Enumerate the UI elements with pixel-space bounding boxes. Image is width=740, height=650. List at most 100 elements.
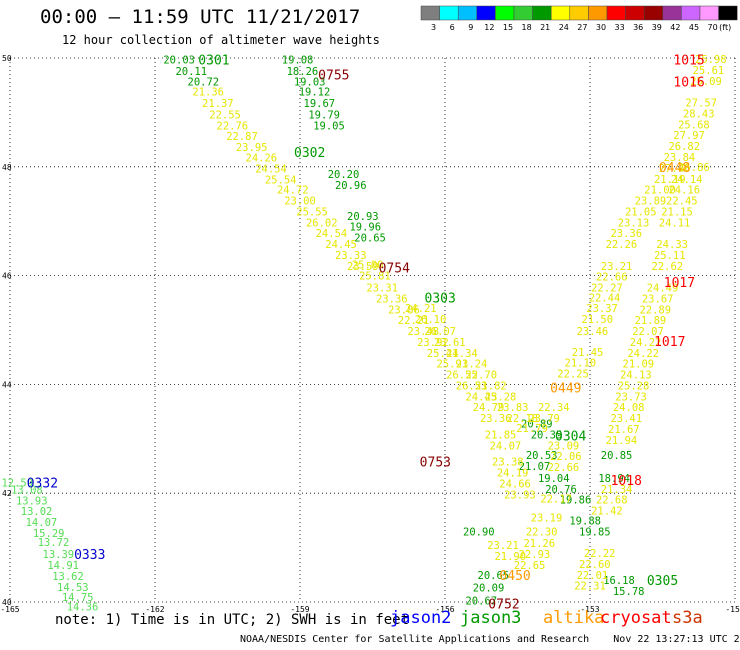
y-tick-label: 48 <box>2 163 12 172</box>
chart-subtitle: 12 hour collection of altimeter wave hei… <box>62 33 380 47</box>
wave-height-label: 23.79 <box>528 413 560 425</box>
wave-height-label: 21.90 <box>494 551 526 563</box>
wave-height-label: 19.96 <box>349 222 381 234</box>
wave-height-label: 19.12 <box>299 87 331 99</box>
colorbar-label: 18 <box>522 23 532 32</box>
wave-height-label: 23.31 <box>366 283 398 295</box>
wave-height-label: 22.34 <box>538 402 570 414</box>
wave-height-label: 23.61 <box>434 337 466 349</box>
wave-height-label: 13.93 <box>16 495 48 507</box>
colorbar-label: 33 <box>615 23 625 32</box>
pass-time-label: 0332 <box>27 476 58 491</box>
wave-height-label: 14.36 <box>67 601 99 613</box>
wave-height-label: 18.94 <box>598 473 630 485</box>
colorbar-label: 6 <box>450 23 455 32</box>
wave-height-label: 21.45 <box>572 347 604 359</box>
wave-height-label: 25.54 <box>265 174 297 186</box>
y-tick-label: 42 <box>2 489 12 498</box>
wave-height-label: 22.68 <box>596 495 628 507</box>
pass-time-label: 0754 <box>379 261 410 276</box>
legend-jason2: jason2 <box>390 608 452 628</box>
colorbar-bin <box>718 5 738 21</box>
wave-height-label: 23.28 <box>485 391 517 403</box>
colorbar-label: 27 <box>577 23 587 32</box>
footer-note: note: 1) Time is in UTC; 2) SWH is in fe… <box>55 612 410 628</box>
wave-height-label: 20.67 <box>465 595 497 607</box>
wave-height-label: 23.92 <box>417 337 449 349</box>
wave-height-label: 26.07 <box>424 326 456 338</box>
wave-height-label: 21.79 <box>516 423 548 435</box>
y-tick-label: 46 <box>2 272 12 281</box>
colorbar-label: 42 <box>670 23 680 32</box>
wave-height-label: 24.19 <box>497 468 529 480</box>
x-tick-label: -165 <box>0 605 19 614</box>
wave-height-label: 21.82 <box>475 380 507 392</box>
wave-height-label: 22.06 <box>550 451 582 463</box>
wave-height-label: 23.95 <box>236 142 268 154</box>
colorbar-label: 9 <box>468 23 473 32</box>
x-tick-label: -156 <box>435 605 454 614</box>
colorbar-bin <box>569 5 589 21</box>
wave-height-label: 25.09 <box>690 76 722 88</box>
wave-height-label: 23.24 <box>456 359 488 371</box>
wave-height-label: 25.28 <box>618 380 650 392</box>
wave-height-label: 23.21 <box>487 540 519 552</box>
colorbar-unit: (ft) <box>719 23 731 32</box>
wave-height-label: 22.17 <box>540 494 572 506</box>
legend-cryosat: cryosat <box>600 608 672 628</box>
wave-height-label: 19.79 <box>308 110 340 122</box>
wave-height-label: 21.50 <box>581 314 613 326</box>
wave-height-label: 20.89 <box>521 419 553 431</box>
colorbar-bin <box>606 5 626 21</box>
wave-height-label: 21.42 <box>591 506 623 518</box>
wave-height-label: 19.88 <box>569 515 601 527</box>
wave-height-label: 20.96 <box>335 180 367 192</box>
wave-height-label: 22.89 <box>639 304 671 316</box>
pass-time-label: 1018 <box>611 474 642 489</box>
wave-height-label: 27.46 <box>659 163 691 175</box>
wave-height-label: 21.26 <box>523 538 555 550</box>
wave-height-label: 26.86 <box>678 162 710 174</box>
wave-height-label: 26.55 <box>446 370 478 382</box>
wave-height-label: 21.94 <box>606 435 638 447</box>
wave-height-label: 21.15 <box>661 206 693 218</box>
pass-time-label: 0301 <box>198 54 229 69</box>
pass-time-label: 0752 <box>488 598 519 613</box>
x-tick-label: -153 <box>580 605 599 614</box>
wave-height-label: 23.89 <box>635 196 667 208</box>
wave-height-label: 23.86 <box>388 304 420 316</box>
pass-time-label: 0333 <box>74 548 105 563</box>
wave-height-label: 24.72 <box>277 185 309 197</box>
wave-height-label: 23.00 <box>284 196 316 208</box>
wave-height-label: 23.93 <box>504 489 536 501</box>
wave-height-label: 23.33 <box>335 250 367 262</box>
wave-height-label: 23.09 <box>548 440 580 452</box>
wave-height-label: 21.67 <box>608 424 640 436</box>
wave-height-label: 25.91 <box>436 359 468 371</box>
x-tick-label: -150 <box>725 605 740 614</box>
wave-height-label: 24.45 <box>325 239 357 251</box>
wave-height-label: 27.97 <box>673 130 705 142</box>
wave-height-label: 22.62 <box>652 261 684 273</box>
wave-height-label: 21.36 <box>192 87 224 99</box>
colorbar-label: 45 <box>689 23 699 32</box>
colorbar-label: 30 <box>596 23 606 32</box>
wave-height-label: 21.10 <box>565 358 597 370</box>
wave-height-label: 19.67 <box>304 98 336 110</box>
wave-height-label: 23.83 <box>497 402 529 414</box>
wave-height-label: 20.85 <box>601 450 633 462</box>
time-labels: 0301 0755 0302 0754 0303 0753 0304 0449 0448 0450… <box>27 54 705 613</box>
colorbar-label: 39 <box>652 23 662 32</box>
colorbar-label: 21 <box>540 23 550 32</box>
wave-height-label: 21.85 <box>485 429 517 441</box>
wave-height-label: 14.91 <box>47 560 79 572</box>
pass-time-label: 0305 <box>647 574 678 589</box>
colorbar-bin <box>588 5 608 21</box>
y-tick-label: 44 <box>2 380 12 389</box>
wave-height-label: 22.01 <box>577 570 609 582</box>
x-tick-label: -159 <box>290 605 309 614</box>
colorbar-label: 12 <box>484 23 494 32</box>
wave-height-label: 23.46 <box>577 326 609 338</box>
pass-time-label: 1017 <box>664 276 695 291</box>
wave-height-label: 23.19 <box>531 513 563 525</box>
